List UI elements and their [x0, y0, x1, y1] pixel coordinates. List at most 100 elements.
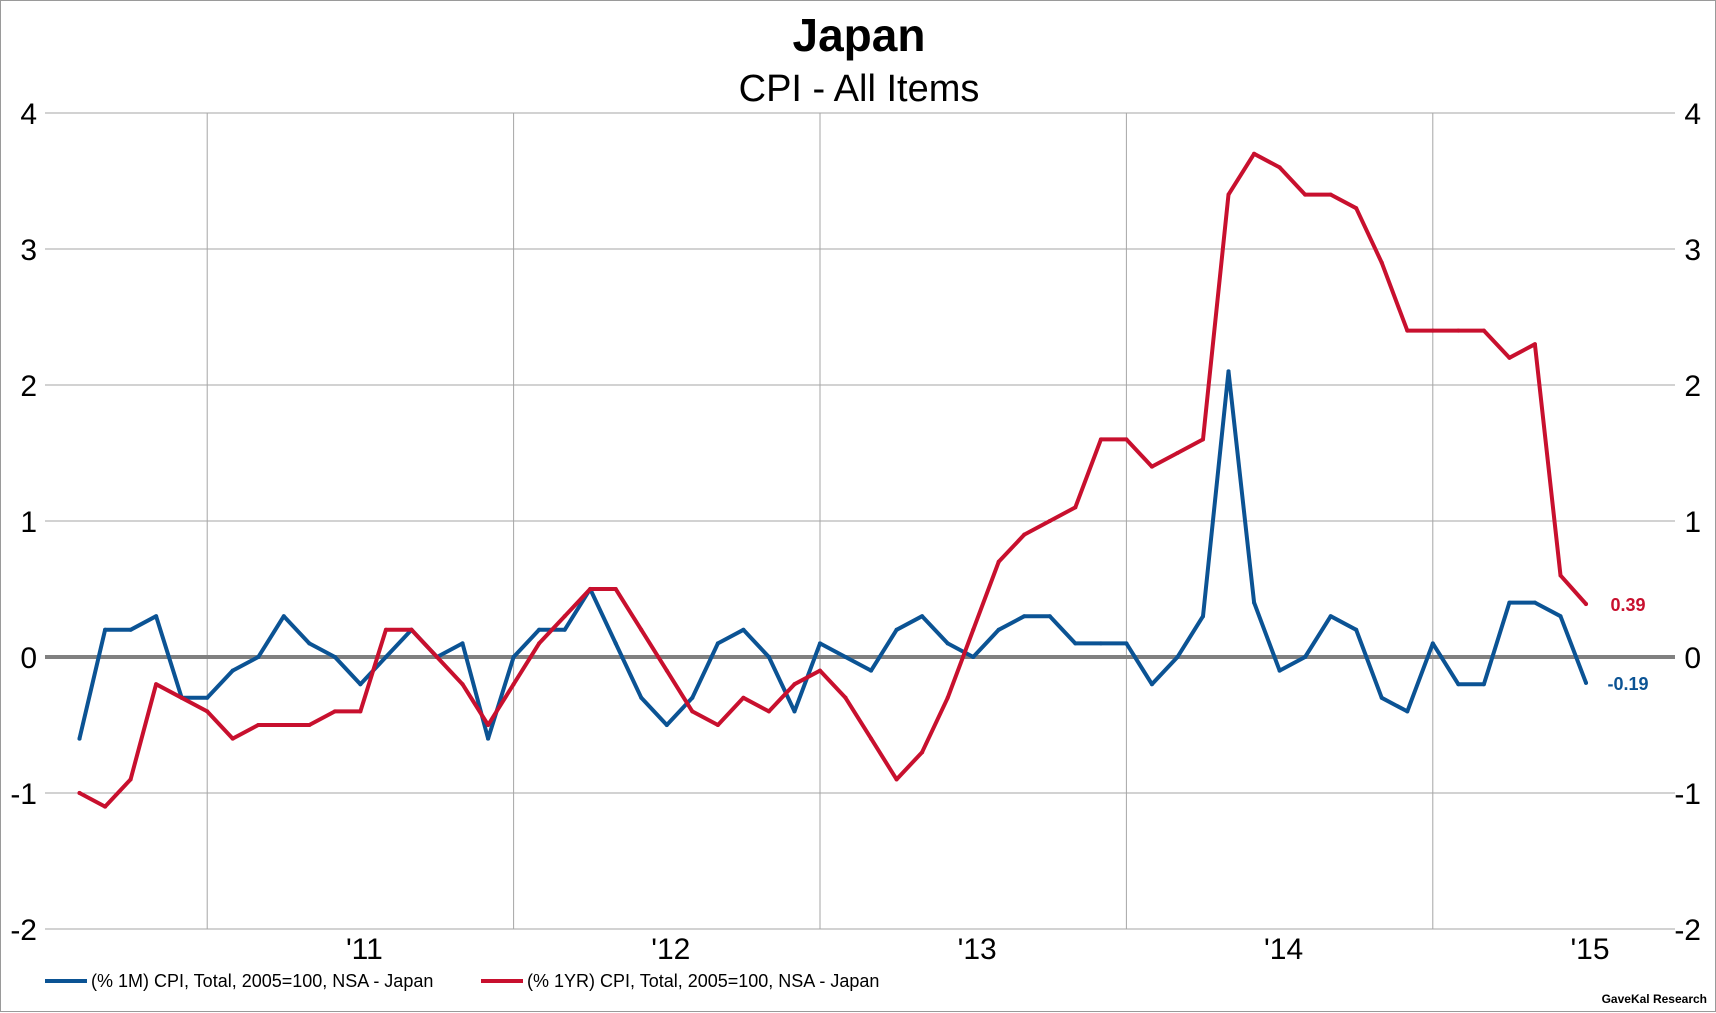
data-point — [281, 723, 286, 727]
data-point — [690, 695, 695, 700]
data-point — [1226, 369, 1231, 374]
data-point — [1507, 600, 1512, 605]
x-tick-label: '15 — [1570, 933, 1609, 966]
data-point — [1532, 600, 1537, 605]
data-point — [332, 709, 337, 714]
data-point — [715, 723, 720, 727]
y-tick-label-right: 0 — [1684, 642, 1701, 675]
data-point — [128, 627, 133, 632]
data-point — [358, 709, 363, 714]
data-point — [1252, 600, 1257, 605]
x-tick-label: '12 — [651, 933, 690, 966]
data-point — [537, 641, 542, 646]
data-point — [1303, 655, 1308, 659]
data-point — [792, 709, 797, 714]
data-point — [1405, 709, 1410, 714]
data-point — [154, 614, 159, 619]
data-point — [486, 723, 491, 727]
data-point — [1405, 328, 1410, 333]
data-point — [639, 695, 644, 700]
data-point — [460, 682, 465, 687]
data-point — [766, 655, 771, 659]
data-point — [1175, 655, 1180, 659]
data-point — [230, 736, 235, 741]
series-line-1m — [77, 369, 1588, 741]
data-point — [996, 627, 1001, 632]
chart-title: Japan — [793, 9, 926, 61]
end-label-1m: -0.19 — [1607, 674, 1648, 694]
data-point — [869, 736, 874, 741]
series-layer — [77, 151, 1588, 809]
x-tick-label: '11 — [346, 933, 383, 966]
data-point — [1124, 641, 1129, 646]
data-point — [945, 695, 950, 700]
data-point — [818, 641, 822, 646]
data-point — [256, 655, 261, 659]
data-point — [741, 627, 746, 632]
data-point — [511, 655, 516, 659]
data-point — [1328, 192, 1333, 197]
data-point — [1098, 641, 1103, 646]
data-point — [1584, 680, 1588, 685]
data-point — [613, 587, 618, 591]
data-point — [511, 682, 516, 687]
legend: (% 1M) CPI, Total, 2005=100, NSA - Japan… — [45, 971, 879, 991]
data-point — [639, 627, 644, 632]
data-point — [588, 587, 593, 591]
chart-subtitle: CPI - All Items — [739, 68, 980, 110]
legend-label-1m: (% 1M) CPI, Total, 2005=100, NSA - Japan — [91, 971, 433, 991]
data-point — [1149, 464, 1154, 469]
end-label-1yr: 0.39 — [1610, 595, 1645, 615]
data-point — [1584, 601, 1588, 606]
data-point — [1201, 614, 1205, 619]
data-point — [256, 723, 261, 727]
data-point — [1124, 437, 1129, 442]
data-point — [843, 695, 848, 700]
data-point — [103, 804, 108, 809]
data-point — [537, 627, 542, 632]
y-tick-label-left: 4 — [20, 98, 37, 131]
data-point — [77, 736, 82, 741]
data-point — [383, 627, 388, 632]
data-point — [281, 614, 286, 619]
data-point — [154, 682, 159, 687]
data-point — [741, 695, 746, 700]
data-point — [103, 627, 108, 632]
y-tick-label-left: 2 — [20, 370, 37, 403]
y-tick-label-left: 1 — [20, 506, 37, 539]
data-point — [818, 668, 822, 673]
data-point — [435, 655, 439, 659]
y-tick-label-right: 1 — [1684, 506, 1701, 539]
y-tick-label-right: 2 — [1684, 370, 1701, 403]
data-point — [715, 641, 720, 646]
data-point — [1379, 695, 1384, 700]
data-point — [1073, 505, 1078, 510]
x-tick-label: '13 — [958, 933, 997, 966]
data-point — [1481, 682, 1486, 687]
data-point — [1149, 682, 1154, 687]
series-line-1yr — [77, 151, 1588, 809]
x-tick-label: '14 — [1264, 933, 1303, 966]
data-point — [1201, 437, 1205, 442]
data-point — [664, 668, 669, 673]
y-tick-label-right: -2 — [1674, 914, 1701, 947]
legend-label-1yr: (% 1YR) CPI, Total, 2005=100, NSA - Japa… — [527, 971, 879, 991]
data-point — [690, 709, 695, 714]
data-point — [1481, 328, 1486, 333]
data-point — [945, 641, 950, 646]
data-point — [1303, 192, 1308, 197]
data-point — [332, 655, 337, 659]
grid-layer — [45, 112, 1675, 930]
data-point — [920, 614, 925, 619]
data-point — [971, 627, 976, 632]
data-point — [1022, 532, 1027, 537]
data-point — [1175, 451, 1180, 455]
data-point — [920, 750, 925, 755]
data-point — [205, 709, 210, 714]
data-point — [307, 641, 312, 646]
y-tick-label-right: 3 — [1684, 234, 1701, 267]
data-point — [1047, 519, 1052, 523]
y-tick-label-left: 3 — [20, 234, 37, 267]
data-point — [1047, 614, 1052, 619]
data-point — [1226, 192, 1231, 197]
